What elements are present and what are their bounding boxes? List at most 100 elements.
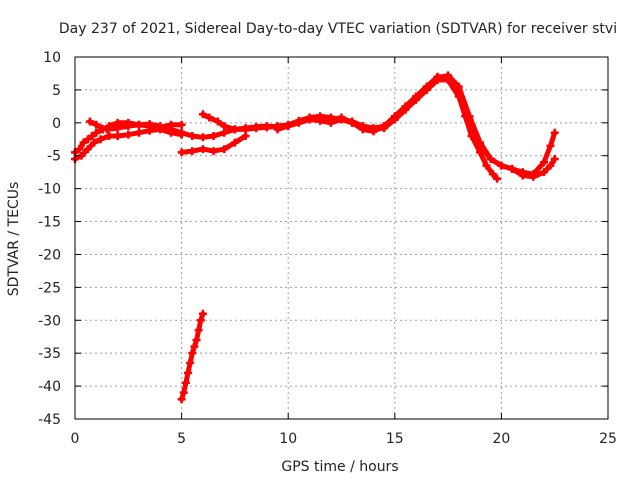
data-point <box>454 85 463 94</box>
data-point <box>88 131 97 140</box>
series-track-d <box>177 131 250 157</box>
series-track-a <box>71 118 186 157</box>
data-point <box>316 116 325 125</box>
y-tick-label: -35 <box>38 346 61 362</box>
data-point <box>198 133 207 142</box>
data-point <box>337 113 346 122</box>
data-point <box>305 115 314 124</box>
data-point <box>105 131 114 140</box>
y-tick-label: -25 <box>38 280 61 296</box>
data-point <box>198 145 207 154</box>
x-tick-label: 10 <box>279 431 297 447</box>
data-point <box>422 82 431 91</box>
data-point <box>241 125 250 134</box>
data-point <box>194 326 203 335</box>
data-point <box>177 148 186 157</box>
data-point <box>209 131 218 140</box>
y-tick-label: -30 <box>38 313 61 329</box>
y-tick-label: -40 <box>38 379 61 395</box>
y-axis-label: SDTVAR / TECUs <box>6 182 22 297</box>
data-point <box>75 145 84 154</box>
x-axis-label: GPS time / hours <box>281 459 398 475</box>
series-track-h <box>177 309 207 404</box>
data-point <box>145 120 154 129</box>
data-point <box>213 117 222 126</box>
data-point <box>540 168 549 177</box>
data-point <box>85 117 94 126</box>
x-tick-label: 0 <box>71 431 80 447</box>
data-point <box>488 170 497 179</box>
data-point <box>92 120 101 129</box>
data-point <box>220 145 229 154</box>
data-point <box>284 122 293 131</box>
data-point <box>546 141 555 150</box>
data-point <box>294 118 303 127</box>
data-point <box>177 395 186 404</box>
y-tick-label: -10 <box>38 182 61 198</box>
data-point <box>92 128 101 137</box>
data-point <box>113 124 122 133</box>
data-point <box>252 124 261 133</box>
data-point <box>262 123 271 132</box>
data-point <box>188 131 197 140</box>
data-point <box>380 122 389 131</box>
data-point <box>220 122 229 131</box>
data-point <box>192 336 201 345</box>
data-layer <box>71 71 559 404</box>
data-point <box>401 102 410 111</box>
data-point <box>465 115 474 124</box>
x-tick-label: 25 <box>599 431 617 447</box>
plot-frame <box>74 56 609 420</box>
y-tick-label: 10 <box>43 50 61 66</box>
data-point <box>230 125 239 134</box>
x-tick-label: 5 <box>177 431 186 447</box>
data-point <box>390 112 399 121</box>
data-point <box>326 115 335 124</box>
data-point <box>186 359 195 368</box>
data-point <box>550 128 559 137</box>
data-point <box>273 125 282 134</box>
data-point <box>412 92 421 101</box>
data-point <box>124 130 133 139</box>
data-point <box>508 164 517 173</box>
data-point <box>188 147 197 156</box>
data-point <box>102 125 111 134</box>
data-point <box>83 135 92 144</box>
data-point <box>358 125 367 134</box>
data-point <box>433 72 442 81</box>
y-tick-label: -5 <box>47 149 61 165</box>
data-point <box>96 135 105 144</box>
data-point <box>83 145 92 154</box>
data-point <box>181 378 190 387</box>
data-point <box>546 161 555 170</box>
y-tick-label: 0 <box>52 116 61 132</box>
x-tick-label: 20 <box>492 431 510 447</box>
data-point <box>177 128 186 137</box>
data-point <box>124 122 133 131</box>
data-point <box>177 120 186 129</box>
y-tick-label: -20 <box>38 247 61 263</box>
data-point <box>134 120 143 129</box>
x-tick-label: 15 <box>386 431 404 447</box>
data-point <box>486 155 495 164</box>
data-point <box>348 118 357 127</box>
data-point <box>518 168 527 177</box>
data-point <box>444 72 453 81</box>
data-point <box>540 158 549 167</box>
data-point <box>209 147 218 156</box>
data-point <box>198 110 207 119</box>
data-point <box>529 170 538 179</box>
data-point <box>476 141 485 150</box>
data-point <box>166 125 175 134</box>
data-point <box>205 113 214 122</box>
data-point <box>188 349 197 358</box>
data-point <box>190 342 199 351</box>
data-point <box>156 122 165 131</box>
tick-layer: 0 5 10 15 20 25 10 5 0 -5 -10 -15 -20 -25 -30 -35 -40 -45 <box>38 50 617 447</box>
data-point <box>497 161 506 170</box>
data-point <box>113 131 122 140</box>
data-point <box>183 368 192 377</box>
data-point <box>369 127 378 136</box>
